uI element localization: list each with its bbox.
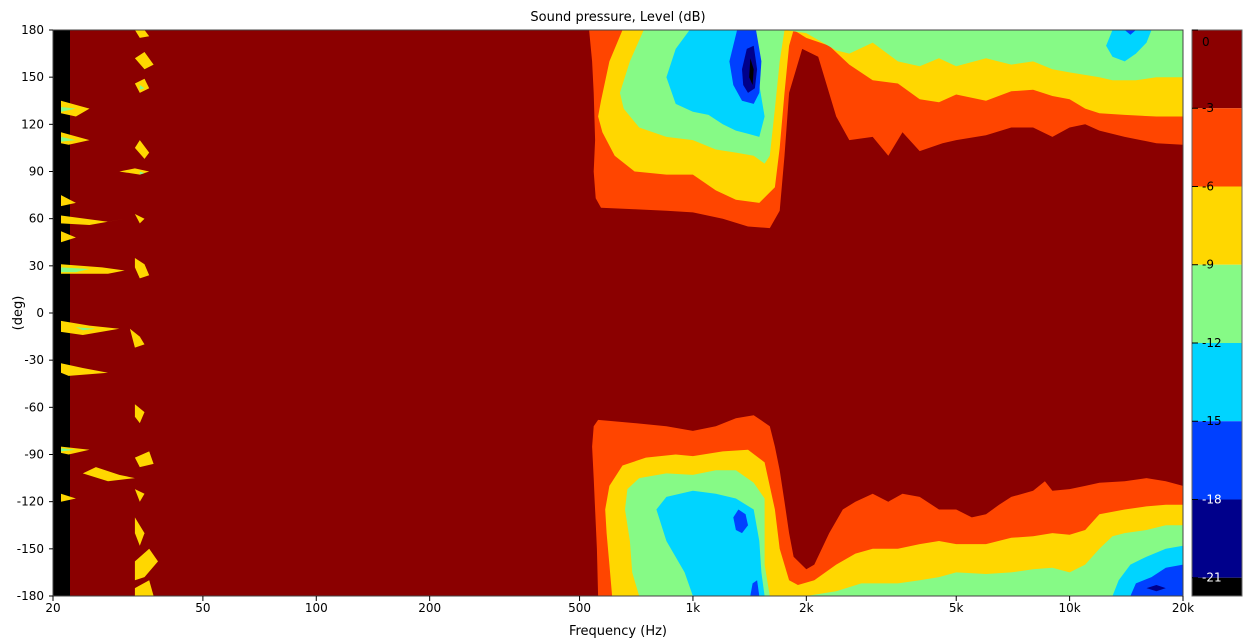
y-tick-label: 0 bbox=[36, 306, 44, 320]
colorbar-tick-label: -6 bbox=[1202, 179, 1214, 193]
contour-lower-minus15 bbox=[750, 580, 760, 596]
y-tick-label: 120 bbox=[21, 117, 44, 131]
contour-lowfreq-minus6 bbox=[82, 467, 135, 482]
colorbar-tick-label: -3 bbox=[1202, 101, 1214, 115]
contour-upper-minus18 bbox=[742, 45, 758, 93]
contour-lowfreq-minus6 bbox=[134, 580, 154, 596]
x-tick-label: 20 bbox=[45, 601, 60, 615]
contour-lowfreq-minus9 bbox=[61, 448, 76, 452]
colorbar-frame bbox=[1191, 29, 1243, 597]
contour-lowfreq-minus6 bbox=[134, 489, 145, 502]
colorbar-band bbox=[1192, 499, 1242, 578]
contour-lowfreq-minus9 bbox=[75, 327, 96, 331]
contour-lowfreq-minus6 bbox=[134, 258, 150, 279]
contour-lowfreq-minus6 bbox=[61, 215, 125, 225]
plot-area bbox=[53, 30, 1183, 596]
colorbar-tick-label: -9 bbox=[1202, 258, 1214, 272]
contour-lower-right-minus15 bbox=[1130, 564, 1183, 596]
contour-lowfreq-minus6 bbox=[134, 78, 150, 93]
y-tick-label: 30 bbox=[29, 259, 44, 273]
contour-lowfreq-minus6 bbox=[134, 214, 145, 224]
colorbar-band bbox=[1192, 108, 1242, 187]
colorbar-band bbox=[1192, 186, 1242, 265]
x-tick-label: 100 bbox=[305, 601, 328, 615]
contour-lower-minus9 bbox=[625, 470, 1183, 596]
contour-lowfreq-minus6 bbox=[61, 493, 76, 502]
y-tick-label: 180 bbox=[21, 23, 44, 37]
x-tick-label: 500 bbox=[568, 601, 591, 615]
contour-lowfreq-minus9 bbox=[139, 171, 145, 175]
colorbar-tick-label: -12 bbox=[1202, 336, 1222, 350]
colorbar: 0 -3 -6 -9 -12 -15 -18 -21 bbox=[1191, 29, 1243, 597]
colorbar-tick-label: 0 bbox=[1202, 35, 1210, 49]
colorbar-band bbox=[1192, 342, 1242, 422]
colorbar-tick-label: -18 bbox=[1202, 492, 1222, 506]
x-tick-label: 10k bbox=[1059, 601, 1081, 615]
contour-lowfreq-minus6 bbox=[61, 195, 76, 207]
contour-lowfreq-minus6 bbox=[134, 30, 150, 38]
contour-lowfreq-minus6 bbox=[61, 446, 90, 455]
contour-lowfreq-minus9 bbox=[61, 107, 76, 112]
y-tick-label: 150 bbox=[21, 70, 44, 84]
contour-lowfreq-minus6 bbox=[134, 517, 145, 546]
contour-layer bbox=[61, 30, 1183, 596]
y-axis-label: (deg) bbox=[11, 296, 26, 331]
contour-lowfreq-minus6 bbox=[129, 328, 145, 348]
y-tick-label: -60 bbox=[24, 400, 44, 414]
y-tick-label: -30 bbox=[24, 353, 44, 367]
x-axis-label: Frequency (Hz) bbox=[569, 624, 667, 639]
contour-upper-minus21 bbox=[749, 58, 754, 85]
x-tick-label: 1k bbox=[686, 601, 701, 615]
contour-upper-right-minus15 bbox=[1124, 30, 1136, 35]
y-tick-label: -120 bbox=[17, 495, 44, 509]
y-tick-label: 90 bbox=[29, 165, 44, 179]
x-tick-label: 200 bbox=[418, 601, 441, 615]
contour-lowfreq-minus6 bbox=[134, 451, 154, 468]
x-tick-label: 50 bbox=[195, 601, 210, 615]
contour-lowfreq-minus6 bbox=[61, 132, 90, 145]
contour-lowfreq-minus6 bbox=[134, 404, 145, 424]
contour-lowfreq-minus6 bbox=[61, 363, 108, 376]
y-tick-label: -90 bbox=[24, 448, 44, 462]
colorbar-tick-label: -21 bbox=[1202, 571, 1222, 585]
y-tick-label: -150 bbox=[17, 542, 44, 556]
chart-title: Sound pressure, Level (dB) bbox=[530, 10, 705, 25]
contour-lowfreq-minus6 bbox=[134, 52, 154, 70]
contour-lower-right-minus18 bbox=[1146, 585, 1166, 592]
contour-lowfreq-minus9 bbox=[61, 267, 90, 273]
colorbar-band bbox=[1192, 30, 1242, 109]
contour-lowfreq-minus6 bbox=[61, 320, 120, 335]
colorbar-band bbox=[1192, 421, 1242, 500]
contour-lowfreq-minus6 bbox=[134, 140, 150, 159]
contour-lowfreq-minus6 bbox=[134, 548, 158, 581]
colorbar-band bbox=[1192, 577, 1242, 596]
x-tick-label: 5k bbox=[949, 601, 964, 615]
contour-lowfreq-minus9 bbox=[61, 136, 76, 142]
y-tick-label: 60 bbox=[29, 212, 44, 226]
y-axis: 180 150 120 90 60 30 0 -30 -60 -90 -120 -150 -180 bbox=[17, 23, 53, 603]
contour-lowfreq-minus6 bbox=[61, 231, 76, 243]
y-tick-label: -180 bbox=[17, 589, 44, 603]
contour-lowfreq-minus9 bbox=[139, 85, 145, 90]
contour-lower-minus15 bbox=[733, 509, 748, 534]
x-tick-label: 2k bbox=[799, 601, 814, 615]
colorbar-band bbox=[1192, 264, 1242, 343]
x-tick-label: 20k bbox=[1172, 601, 1194, 615]
colorbar-tick-label: -15 bbox=[1202, 414, 1222, 428]
contour-upper-right-minus12 bbox=[1106, 30, 1152, 62]
x-axis: 20 50 100 200 500 1k 2k 5k 10k 20k bbox=[45, 596, 1194, 615]
data-gap-strip bbox=[53, 30, 70, 596]
